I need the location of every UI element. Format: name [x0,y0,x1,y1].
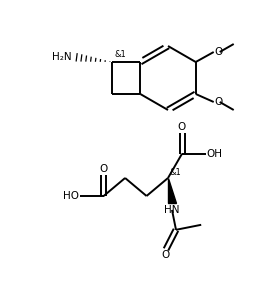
Text: H₂N: H₂N [52,52,71,62]
Polygon shape [168,178,176,203]
Text: OH: OH [207,149,223,159]
Text: O: O [99,164,108,174]
Text: &1: &1 [170,168,182,177]
Text: O: O [215,97,223,107]
Text: HN: HN [164,205,180,215]
Text: HO: HO [63,191,79,201]
Text: &1: &1 [114,50,126,59]
Text: O: O [162,251,170,260]
Text: O: O [215,47,223,57]
Text: O: O [178,122,186,132]
